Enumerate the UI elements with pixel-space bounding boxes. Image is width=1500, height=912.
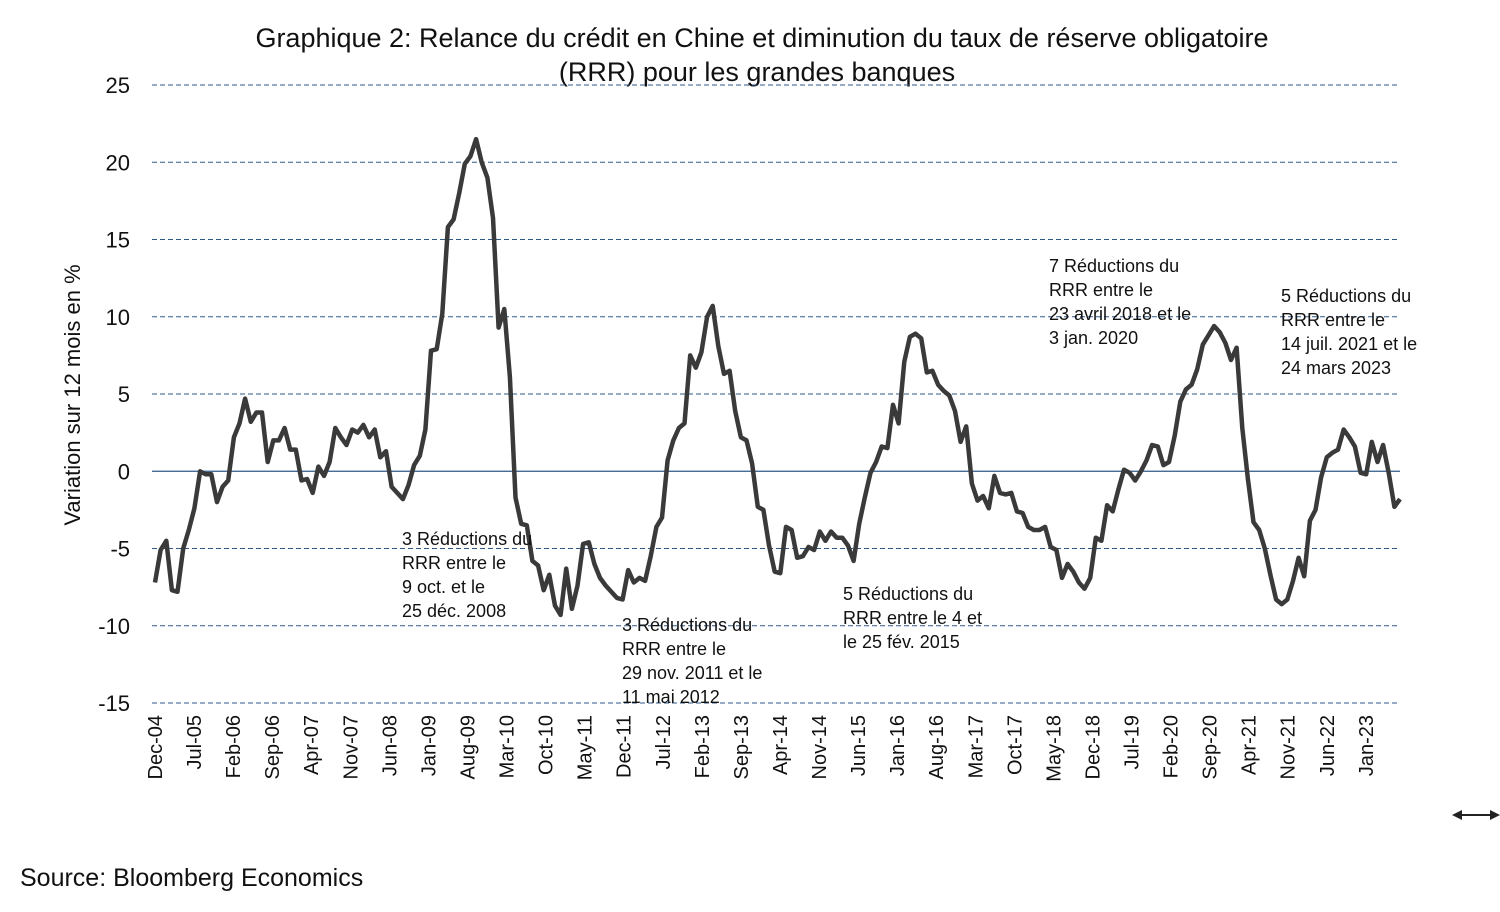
annotation: 3 Réductions du RRR entre le 29 nov. 2011 …: [622, 615, 762, 707]
x-tick-label: Oct-17: [1004, 715, 1026, 775]
y-tick-label: -15: [98, 691, 130, 716]
x-tick-label: Feb-06: [223, 715, 245, 778]
annotation-line: 23 avril 2018 et le: [1049, 304, 1191, 324]
x-tick-label: Jun-22: [1317, 715, 1339, 776]
x-tick-label: Dec-11: [614, 715, 636, 778]
annotation: 5 Réductions du RRR entre le 14 juil. 2021…: [1281, 286, 1417, 378]
chart-title-line-2: (RRR) pour les grandes banques: [559, 57, 955, 87]
y-tick-label: 20: [106, 150, 130, 175]
x-tick-label: Feb-13: [692, 715, 714, 778]
chart-title-line-1: Graphique 2: Relance du crédit en Chine …: [255, 23, 1268, 53]
y-tick-label: 15: [106, 228, 130, 253]
annotation-line: 29 nov. 2011 et le: [622, 663, 762, 683]
annotation-line: RRR entre le: [402, 553, 506, 573]
annotation-line: 5 Réductions du: [843, 584, 973, 604]
x-tick-label: Apr-07: [301, 715, 323, 775]
annotation-line: 24 mars 2023: [1281, 358, 1391, 378]
x-tick-label: Aug-09: [457, 715, 479, 780]
annotation-line: 3 jan. 2020: [1049, 328, 1138, 348]
y-tick-label: 0: [118, 459, 130, 484]
source-note: Source: Bloomberg Economics: [20, 864, 364, 892]
x-tick-label: Jul-05: [184, 715, 206, 769]
y-axis-label: Variation sur 12 mois en %: [60, 264, 85, 525]
x-tick-label: Aug-16: [926, 715, 948, 780]
x-tick-label: Jan-16: [887, 715, 909, 776]
series-line: [152, 136, 1402, 618]
x-tick-label: Sep-13: [731, 715, 753, 780]
x-tick-label: Nov-07: [340, 715, 362, 779]
x-tick-label: Oct-10: [536, 715, 558, 775]
annotation-line: 3 Réductions du: [622, 615, 752, 635]
x-tick-label: Apr-21: [1239, 715, 1261, 775]
x-tick-label: Jan-23: [1356, 715, 1378, 776]
x-tick-label: Jun-15: [848, 715, 870, 776]
annotation-line: 3 Réductions du: [402, 529, 532, 549]
resize-horizontal-icon[interactable]: [1452, 810, 1500, 820]
x-tick-label: May-18: [1043, 715, 1065, 782]
x-tick-label: Jul-19: [1122, 715, 1144, 769]
annotation: 5 Réductions du RRR entre le 4 et le 25 fé…: [843, 584, 982, 652]
annotation-line: 7 Réductions du: [1049, 256, 1179, 276]
annotation-line: le 25 fév. 2015: [843, 632, 960, 652]
x-tick-label: Nov-14: [809, 715, 831, 779]
annotation: 3 Réductions du RRR entre le 9 oct. et le 2…: [402, 529, 532, 621]
y-tick-label: 10: [106, 305, 130, 330]
y-tick-label: -10: [98, 614, 130, 639]
annotation: 7 Réductions du RRR entre le 23 avril 2018…: [1049, 256, 1191, 348]
x-tick-label: Jan-09: [418, 715, 440, 776]
x-tick-label: Feb-20: [1161, 715, 1183, 778]
annotation-line: 11 mai 2012: [622, 687, 720, 707]
x-tick-label: Jul-12: [653, 715, 675, 769]
annotation-line: RRR entre le: [1049, 280, 1153, 300]
x-tick-label: Jun-08: [379, 715, 401, 776]
annotation-line: RRR entre le: [1281, 310, 1385, 330]
x-tick-label: Mar-10: [497, 715, 519, 778]
x-tick-label: Sep-20: [1200, 715, 1222, 780]
y-tick-label: 5: [118, 382, 130, 407]
annotation-line: 9 oct. et le: [402, 577, 485, 597]
y-tick-label: 25: [106, 73, 130, 98]
x-tick-label: Mar-17: [965, 715, 987, 778]
x-tick-label: Dec-04: [145, 715, 167, 779]
x-tick-label: May-11: [575, 715, 597, 780]
x-tick-label: Apr-14: [770, 715, 792, 775]
y-tick-label: -5: [110, 537, 130, 562]
x-tick-label: Dec-18: [1082, 715, 1104, 779]
annotation-line: 5 Réductions du: [1281, 286, 1411, 306]
x-tick-label: Nov-21: [1278, 715, 1300, 779]
annotation-line: RRR entre le: [622, 639, 726, 659]
x-tick-label: Sep-06: [262, 715, 284, 780]
annotation-line: 14 juil. 2021 et le: [1281, 334, 1417, 354]
annotation-line: RRR entre le 4 et: [843, 608, 982, 628]
annotation-line: 25 déc. 2008: [402, 601, 506, 621]
